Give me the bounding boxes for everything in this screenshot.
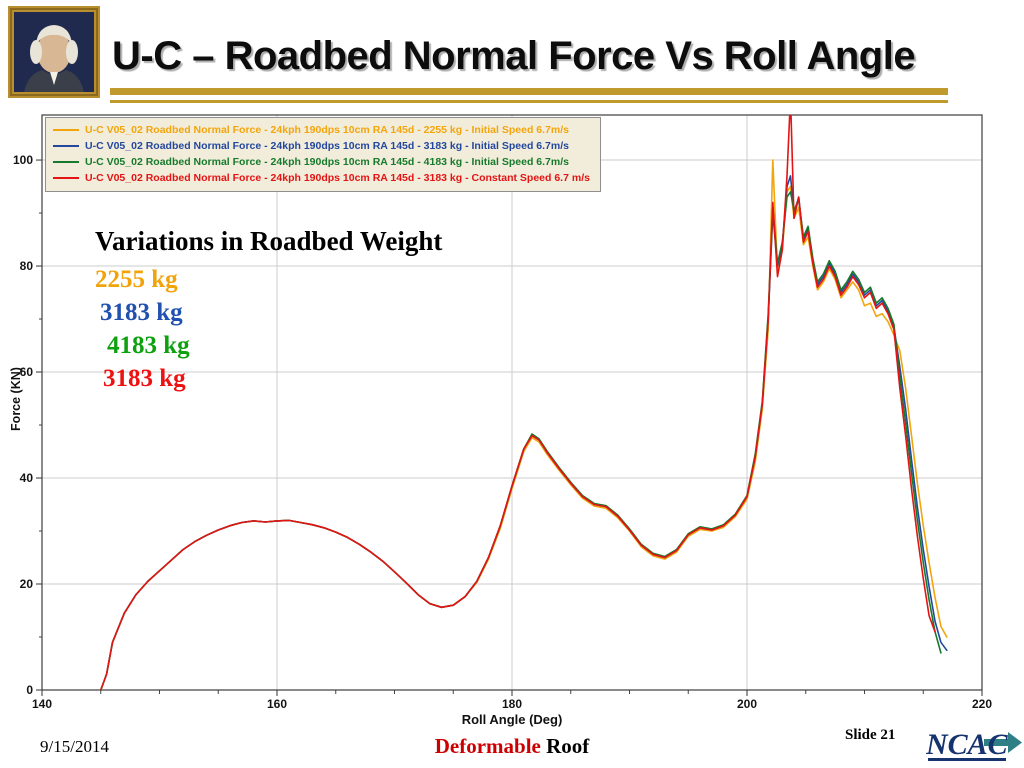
legend-item: U-C V05_02 Roadbed Normal Force - 24kph … bbox=[53, 170, 590, 186]
title-underline-thick bbox=[110, 88, 948, 95]
legend-item: U-C V05_02 Roadbed Normal Force - 24kph … bbox=[53, 138, 590, 154]
y-tick-label: 40 bbox=[20, 471, 34, 485]
legend-label: U-C V05_02 Roadbed Normal Force - 24kph … bbox=[85, 172, 590, 184]
y-tick-label: 80 bbox=[20, 259, 34, 273]
annotation-heading: Variations in Roadbed Weight bbox=[95, 226, 443, 256]
legend-label: U-C V05_02 Roadbed Normal Force - 24kph … bbox=[85, 156, 569, 168]
footer-caption-roof: Roof bbox=[540, 734, 590, 758]
chart-legend: U-C V05_02 Roadbed Normal Force - 24kph … bbox=[45, 117, 601, 192]
x-tick-label: 200 bbox=[737, 697, 757, 711]
footer-caption: Deformable Roof bbox=[0, 734, 1024, 759]
annotation-items: 2255 kg 3183 kg 4183 kg 3183 kg bbox=[95, 263, 442, 395]
slide-number: Slide 21 bbox=[845, 727, 896, 743]
annotation-block: Variations in Roadbed Weight 2255 kg 3183… bbox=[95, 226, 442, 395]
title-underline-thin bbox=[110, 100, 948, 103]
annotation-weight-item: 4183 kg bbox=[107, 332, 190, 359]
legend-line-sample bbox=[53, 161, 79, 163]
y-tick-label: 60 bbox=[20, 365, 34, 379]
y-tick-label: 0 bbox=[26, 683, 33, 697]
annotation-weight-item: 3183 kg bbox=[103, 365, 186, 392]
y-axis-label: Force (KN) bbox=[9, 367, 23, 431]
legend-label: U-C V05_02 Roadbed Normal Force - 24kph … bbox=[85, 124, 569, 136]
washington-portrait-image bbox=[8, 6, 100, 98]
legend-line-sample bbox=[53, 129, 79, 131]
legend-item: U-C V05_02 Roadbed Normal Force - 24kph … bbox=[53, 122, 590, 138]
series-group bbox=[100, 115, 948, 690]
page-title: U-C – Roadbed Normal Force Vs Roll Angle bbox=[112, 34, 916, 78]
x-tick-label: 160 bbox=[267, 697, 287, 711]
plot-border bbox=[41, 114, 983, 691]
x-tick-label: 220 bbox=[972, 697, 992, 711]
annotation-weight-item: 2255 kg bbox=[95, 266, 178, 293]
legend-line-sample bbox=[53, 145, 79, 147]
footer-caption-deformable: Deformable bbox=[434, 734, 541, 758]
footer-date: 9/15/2014 bbox=[40, 737, 109, 756]
x-tick-label: 140 bbox=[32, 697, 52, 711]
ncac-logo-text: NCAC bbox=[926, 728, 1009, 761]
y-tick-label: 20 bbox=[20, 577, 34, 591]
legend-line-sample bbox=[53, 177, 79, 179]
ncac-logo: NCAC bbox=[926, 728, 1022, 761]
legend-label: U-C V05_02 Roadbed Normal Force - 24kph … bbox=[85, 140, 569, 152]
y-tick-label: 100 bbox=[13, 153, 33, 167]
annotation-weight-item: 3183 kg bbox=[100, 299, 183, 326]
legend-item: U-C V05_02 Roadbed Normal Force - 24kph … bbox=[53, 154, 590, 170]
x-axis-label: Roll Angle (Deg) bbox=[461, 712, 563, 727]
x-tick-label: 180 bbox=[502, 697, 522, 711]
series-line-3 bbox=[100, 115, 936, 690]
